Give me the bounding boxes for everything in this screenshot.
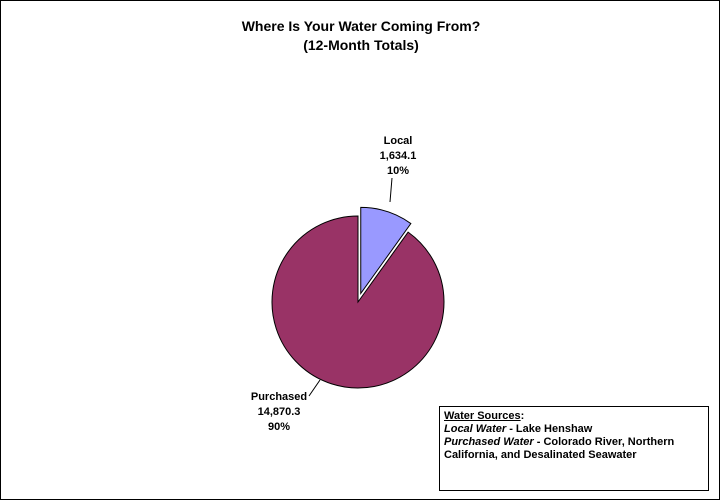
legend-purchased-desc: - Colorado River, Northern California, a…: [444, 436, 675, 461]
leader-line-purchased: [308, 379, 321, 397]
legend-local-line: Local Water - Lake Henshaw: [444, 423, 704, 436]
label-purchased-name: Purchased: [251, 391, 307, 403]
legend-local-desc: - Lake Henshaw: [506, 423, 593, 435]
leader-line-local: [389, 177, 393, 203]
pie-slice-purchased: [271, 215, 445, 389]
legend-purchased-line: Purchased Water - Colorado River, Northe…: [444, 436, 704, 462]
label-purchased-value: 14,870.3: [258, 406, 301, 418]
legend-heading: Water Sources: [444, 410, 521, 422]
chart-subtitle: (12-Month Totals): [303, 37, 419, 53]
label-local-percent: 10%: [387, 165, 409, 177]
label-purchased-percent: 90%: [268, 421, 290, 433]
legend-heading-line: Water Sources:: [444, 410, 525, 422]
legend-local-term: Local Water: [444, 423, 507, 435]
pie-slice-local: [360, 206, 412, 295]
legend-purchased-term: Purchased Water: [444, 436, 534, 448]
legend-box: Water Sources: Local Water - Lake Hensha…: [439, 406, 709, 491]
label-local-name: Local: [384, 135, 413, 147]
chart-title: Where Is Your Water Coming From?: [241, 18, 481, 34]
chart-title-block: Where Is Your Water Coming From? (12-Mon…: [1, 17, 720, 55]
label-local-value: 1,634.1: [380, 150, 417, 162]
